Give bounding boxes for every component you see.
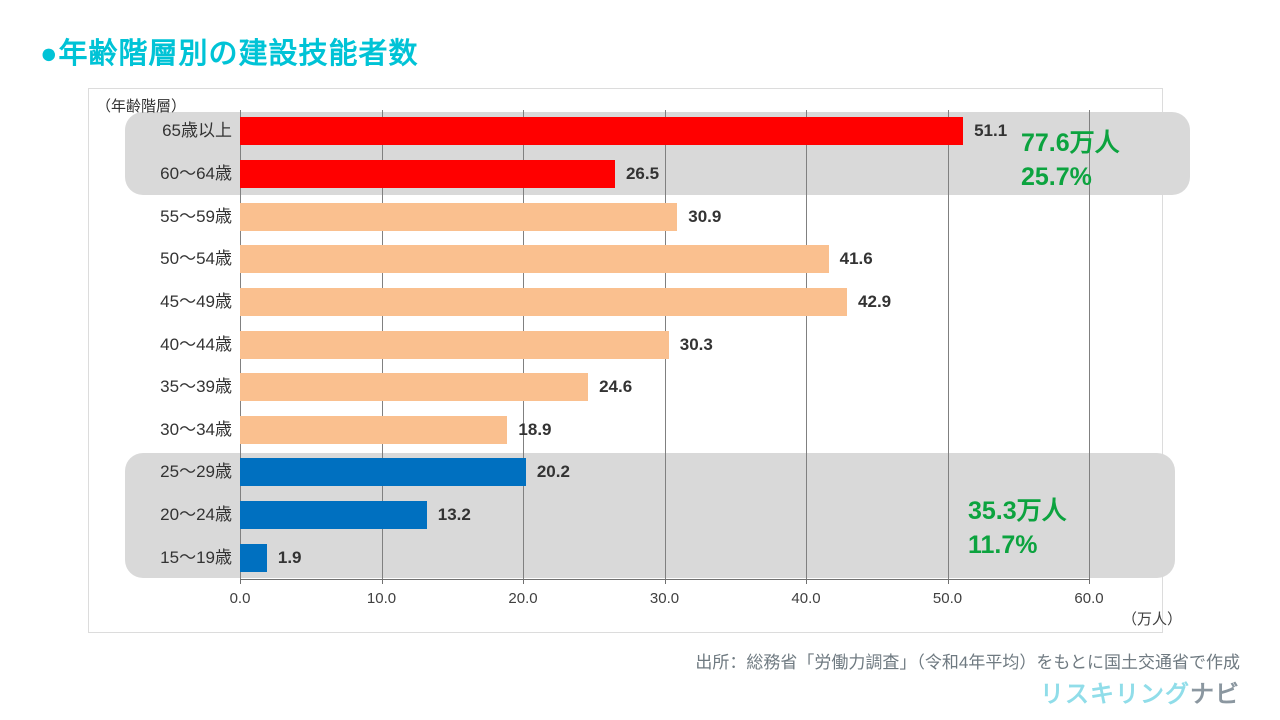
category-label: 35〜39歳 [160, 377, 232, 397]
value-label: 13.2 [437, 505, 471, 525]
page-title: ●年齢階層別の建設技能者数 [40, 38, 419, 70]
value-label: 51.1 [974, 121, 1008, 141]
x-axis-tick [523, 579, 524, 584]
category-label: 65歳以上 [162, 121, 232, 141]
x-axis-tick-label: 40.0 [791, 590, 821, 607]
value-label: 30.9 [688, 206, 722, 226]
bar [240, 415, 508, 444]
x-axis-tick-label: 10.0 [366, 590, 397, 607]
category-label: 15〜19歳 [160, 547, 232, 567]
annotation-senior-line2: 25.7% [1021, 163, 1092, 191]
category-label: 60〜64歳 [160, 163, 232, 183]
x-axis-tick-label: 30.0 [649, 590, 680, 607]
value-label: 1.9 [277, 547, 302, 567]
category-label: 40〜44歳 [160, 334, 232, 354]
category-label: 30〜34歳 [160, 419, 232, 439]
value-label: 41.6 [839, 249, 873, 269]
x-axis-tick [240, 579, 241, 584]
category-label: 50〜54歳 [160, 249, 232, 269]
x-axis-tick [947, 579, 949, 584]
bar [240, 117, 964, 146]
annotation-young-line1: 35.3万人 [968, 497, 1067, 525]
x-axis-tick [1089, 579, 1090, 584]
bar [240, 458, 526, 487]
annotation-senior-line1: 77.6万人 [1021, 129, 1120, 157]
value-label: 18.9 [518, 419, 552, 439]
brand-logo: リスキリングナビ [1040, 674, 1240, 709]
bar [240, 245, 829, 274]
bar [240, 287, 848, 316]
value-label: 24.6 [599, 377, 633, 397]
y-axis-caption: （年齢階層） [96, 98, 187, 115]
annotation-senior: 77.6万人 25.7% [1021, 126, 1120, 194]
x-axis-tick [664, 579, 666, 584]
source-attribution: 出所：総務省「労働力調査」（令和4年平均）をもとに国土交通省で作成 [695, 653, 1240, 672]
gridline [947, 110, 949, 579]
brand-logo-primary: リスキリング [1040, 681, 1190, 708]
gridline [1089, 110, 1090, 579]
x-axis-tick-label: 0.0 [229, 590, 251, 607]
bar [240, 159, 615, 188]
x-axis-tick [806, 579, 807, 584]
bar [240, 543, 267, 572]
value-label: 42.9 [858, 291, 892, 311]
x-axis-tick-label: 60.0 [1074, 590, 1104, 607]
bar [240, 202, 678, 231]
category-label: 25〜29歳 [160, 462, 232, 482]
brand-logo-secondary: ナビ [1190, 681, 1240, 708]
x-axis-unit-label: （万人） [1121, 611, 1182, 628]
category-label: 20〜24歳 [160, 505, 232, 525]
gridline [806, 110, 807, 579]
bar [240, 501, 427, 530]
bar [240, 330, 669, 359]
value-label: 30.3 [679, 334, 713, 354]
value-label: 26.5 [625, 163, 660, 183]
category-label: 55〜59歳 [160, 206, 232, 226]
annotation-young: 35.3万人 11.7% [968, 494, 1067, 562]
x-axis-tick [381, 579, 383, 584]
value-label: 20.2 [536, 462, 570, 482]
annotation-young-line2: 11.7% [968, 531, 1038, 559]
bar [240, 373, 589, 402]
category-label: 45〜49歳 [160, 291, 232, 311]
x-axis-tick-label: 20.0 [508, 590, 538, 607]
x-axis-tick-label: 50.0 [932, 590, 963, 607]
